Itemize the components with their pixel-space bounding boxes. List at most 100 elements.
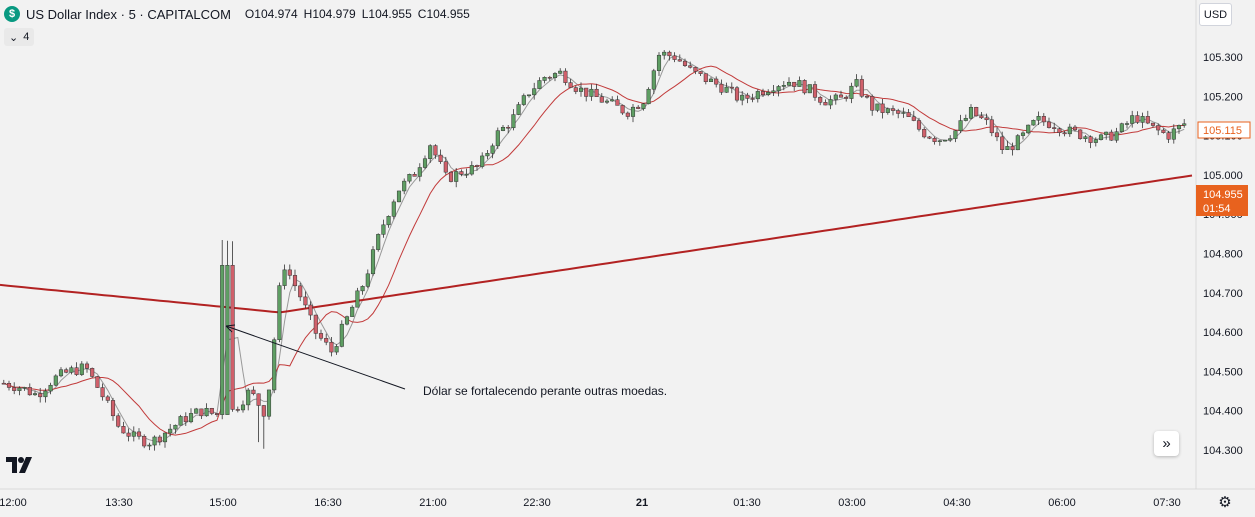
candle-up [1093, 139, 1098, 143]
candle-up [152, 436, 157, 446]
candle-up [376, 234, 381, 250]
candle-up [708, 78, 714, 82]
candle-up [344, 316, 350, 325]
candle-down [615, 99, 620, 106]
candle-down [750, 98, 755, 100]
candle-up [755, 91, 760, 100]
candle-down [209, 408, 214, 414]
candle-down [136, 431, 142, 437]
time-tick-label: 13:30 [105, 497, 133, 509]
candle-up [272, 339, 277, 391]
candle-up [953, 130, 958, 139]
candle-up [766, 92, 771, 96]
candle-up [162, 432, 168, 443]
candle-down [121, 426, 126, 434]
candle-down [1145, 116, 1150, 124]
candle-up [641, 103, 646, 109]
candle-up [43, 390, 48, 398]
candle-down [880, 103, 885, 113]
time-tick-label: 12:00 [0, 497, 27, 509]
candle-up [942, 139, 948, 142]
candle-up [396, 190, 402, 203]
candle-down [1135, 115, 1140, 123]
dollar-logo-icon: $ [4, 6, 20, 22]
candle-down [927, 136, 932, 139]
candle-down [84, 363, 90, 369]
candle-down [183, 416, 188, 423]
candle-up [188, 413, 194, 423]
chart-header: $ US Dollar Index · 5 · CAPITALCOM O104.… [4, 4, 470, 24]
candle-down [443, 161, 448, 173]
candle-up [656, 54, 662, 71]
candle-down [864, 95, 870, 98]
candle-down [677, 59, 682, 62]
tradingview-logo-icon[interactable] [6, 456, 36, 479]
price-axis[interactable]: 105.300105.200105.100105.000104.900104.8… [1203, 52, 1243, 457]
candle-up [246, 389, 251, 406]
candle-up [968, 107, 974, 119]
double-chevron-right-icon[interactable]: » [1154, 431, 1179, 456]
candle-down [126, 432, 131, 437]
candle-up [350, 306, 355, 317]
candle-down [584, 87, 589, 97]
ma-price-label-box [1197, 121, 1251, 139]
candle-up [604, 100, 610, 103]
candle-down [298, 285, 303, 298]
candle-down [932, 138, 937, 142]
symbol-title[interactable]: US Dollar Index · 5 · CAPITALCOM [26, 6, 231, 22]
candle-up [500, 126, 506, 131]
candle-down [916, 120, 922, 130]
candle-down [896, 110, 901, 114]
candle-down [90, 368, 95, 377]
candle-up [48, 384, 53, 392]
currency-button[interactable]: USD [1199, 3, 1232, 26]
indicators-toggle[interactable]: ⌄ 4 [4, 28, 35, 46]
candle-down [979, 115, 984, 119]
candle-up [282, 269, 287, 286]
candle-down [74, 367, 79, 375]
time-tick-label: 01:30 [733, 497, 761, 509]
ma-mid-line [3, 65, 1185, 436]
candle-down [922, 129, 927, 138]
price-tick-label: 104.800 [1203, 249, 1243, 261]
candle-up [901, 112, 906, 114]
candle-up [485, 153, 490, 157]
candle-down [1052, 127, 1057, 129]
candle-up [781, 85, 786, 87]
candle-up [662, 51, 667, 56]
candle-up [1130, 115, 1135, 124]
candle-up [578, 87, 584, 92]
candle-up [32, 393, 38, 396]
candle-down [984, 117, 989, 121]
candle-up [610, 99, 615, 102]
candle-up [958, 120, 963, 131]
candle-down [199, 408, 204, 417]
time-axis[interactable]: 12:00 13:30 15:00 16:30 21:00 22:30 21 01:30 03:… [0, 497, 1181, 509]
candle-down [110, 400, 116, 417]
candle-up [1119, 123, 1124, 132]
candle-down [95, 376, 100, 388]
candle-up [526, 94, 532, 97]
candle-down [116, 415, 121, 427]
candle-up [552, 73, 558, 78]
candle-down [688, 65, 693, 68]
candle-down [433, 145, 438, 156]
price-tick-label: 105.200 [1203, 91, 1243, 103]
candle-up [334, 346, 339, 353]
candle-down [1000, 136, 1005, 151]
candle-up [771, 90, 776, 93]
candle-up [516, 104, 521, 115]
candle-down [459, 171, 464, 175]
candle-up [58, 369, 64, 377]
candle-down [693, 67, 698, 72]
candle-up [1026, 124, 1031, 134]
candle-up [589, 88, 594, 97]
time-tick-label: 04:30 [943, 497, 971, 509]
candle-up [724, 86, 729, 93]
candle-down [573, 87, 578, 92]
candle-down [1078, 129, 1083, 139]
candle-up [651, 70, 656, 90]
gear-icon[interactable]: ⚙ [1218, 494, 1232, 511]
candle-down [703, 73, 708, 82]
